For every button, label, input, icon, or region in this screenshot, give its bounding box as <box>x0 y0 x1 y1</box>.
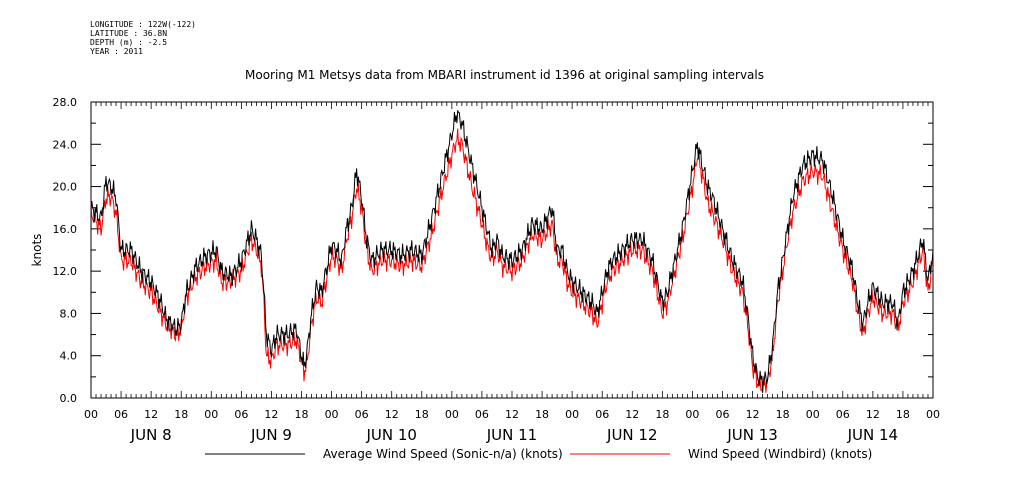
y-tick-label: 8.0 <box>60 307 78 320</box>
series-line-windbird <box>90 128 934 393</box>
x-tick-label: 06 <box>234 408 248 421</box>
x-tick-label: 18 <box>896 408 910 421</box>
x-tick-label: 18 <box>535 408 549 421</box>
y-axis-label: knots <box>30 234 44 267</box>
x-tick-label: 00 <box>926 408 940 421</box>
y-tick-label: 4.0 <box>60 350 78 363</box>
longitude-label: LONGITUDE : 122W(-122) <box>90 20 196 29</box>
x-tick-label: 00 <box>806 408 820 421</box>
x-tick-label: 12 <box>866 408 880 421</box>
x-tick-label: 18 <box>655 408 669 421</box>
x-tick-label: 06 <box>836 408 850 421</box>
x-tick-label: 12 <box>144 408 158 421</box>
metadata-block: LONGITUDE : 122W(-122) LATITUDE : 36.8N … <box>90 20 196 56</box>
x-tick-label: 06 <box>114 408 128 421</box>
x-day-label: JUN 10 <box>365 426 416 444</box>
series-line-sonic <box>90 110 934 393</box>
y-tick-label: 12.0 <box>53 265 78 278</box>
x-day-label: JUN 8 <box>130 426 172 444</box>
y-tick-label: 24.0 <box>53 138 78 151</box>
x-tick-label: 06 <box>355 408 369 421</box>
y-tick-label: 28.0 <box>53 96 78 109</box>
latitude-label: LATITUDE : 36.8N <box>90 29 168 38</box>
x-tick-label: 12 <box>625 408 639 421</box>
x-tick-label: 12 <box>264 408 278 421</box>
x-tick-label: 00 <box>204 408 218 421</box>
x-tick-label: 00 <box>565 408 579 421</box>
x-day-label: JUN 11 <box>486 426 537 444</box>
x-tick-label: 06 <box>475 408 489 421</box>
x-day-label: JUN 13 <box>726 426 777 444</box>
x-day-label: JUN 14 <box>847 426 898 444</box>
x-tick-label: 00 <box>445 408 459 421</box>
y-tick-label: 20.0 <box>53 181 78 194</box>
chart-title: Mooring M1 Metsys data from MBARI instru… <box>245 68 764 82</box>
x-tick-label: 06 <box>595 408 609 421</box>
x-day-label: JUN 9 <box>250 426 292 444</box>
x-tick-label: 18 <box>776 408 790 421</box>
x-tick-label: 12 <box>746 408 760 421</box>
x-tick-label: 12 <box>385 408 399 421</box>
x-tick-label: 00 <box>325 408 339 421</box>
y-tick-label: 0.0 <box>60 392 78 405</box>
legend-label-windbird: Wind Speed (Windbird) (knots) <box>688 447 873 461</box>
x-tick-label: 18 <box>295 408 309 421</box>
year-label: YEAR : 2011 <box>90 47 143 56</box>
x-tick-label: 12 <box>505 408 519 421</box>
x-tick-label: 18 <box>415 408 429 421</box>
x-tick-label: 18 <box>174 408 188 421</box>
depth-label: DEPTH (m) : -2.5 <box>90 38 168 47</box>
x-tick-label: 06 <box>716 408 730 421</box>
y-tick-label: 16.0 <box>53 223 78 236</box>
x-day-label: JUN 12 <box>606 426 657 444</box>
legend-label-sonic: Average Wind Speed (Sonic-n/a) (knots) <box>323 447 563 461</box>
x-tick-label: 00 <box>685 408 699 421</box>
x-tick-label: 00 <box>84 408 98 421</box>
